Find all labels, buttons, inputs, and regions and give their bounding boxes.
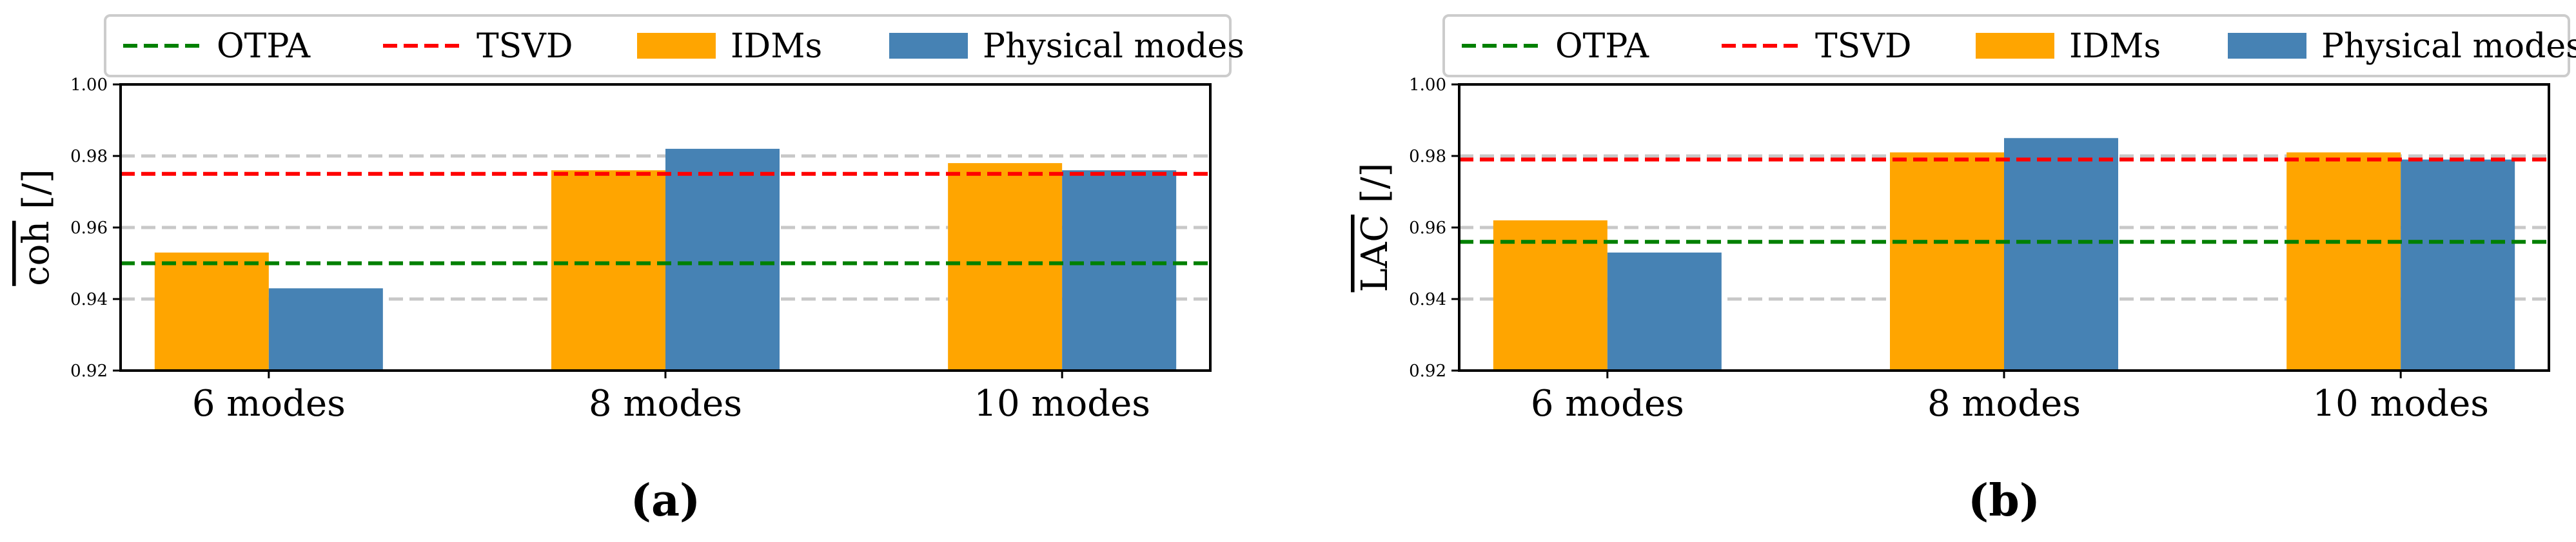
legend: OTPA TSVD IDMs Physical modes [104, 14, 1244, 77]
x-tick-label: 6 modes [192, 383, 346, 425]
bar-physical-2 [665, 148, 780, 371]
y-tick-label: 0.94 [1409, 290, 1446, 309]
panel-label: (b) [1968, 475, 2040, 527]
legend-handle-physical-modes [2228, 33, 2306, 59]
x-tick-label: 8 modes [1927, 383, 2081, 425]
legend-label-otpa: OTPA [1555, 27, 1650, 66]
x-tick-label: 6 modes [1531, 383, 1684, 425]
x-tick-label: 10 modes [2312, 383, 2489, 425]
y-tick-label: 0.96 [70, 218, 108, 238]
bar-physical-1 [268, 288, 383, 371]
bar-idms-3 [948, 163, 1063, 371]
y-tick-label: 0.94 [70, 290, 108, 309]
legend-handle-idms [637, 33, 716, 59]
panel-label: (a) [631, 475, 700, 527]
legend-label-otpa: OTPA [217, 27, 311, 66]
legend-label-physical-modes: Physical modes [983, 27, 1244, 66]
y-axis-label-name: LAC [1354, 215, 1396, 292]
legend-label-physical-modes: Physical modes [2321, 27, 2576, 66]
bar-idms-2 [1890, 152, 2004, 371]
y-tick-label: 0.98 [1409, 147, 1446, 166]
chart-panel-1: 6 modes 8 modes 10 modes 0.92 0.94 0.96 0.98 1.… [15, 14, 1244, 527]
y-tick-label: 0.96 [1409, 218, 1446, 238]
bar-physical-3 [1062, 170, 1177, 371]
y-tick-label: 0.92 [70, 362, 108, 381]
legend-label-idms: IDMs [2069, 27, 2161, 66]
bar-idms-1 [154, 252, 269, 371]
legend: OTPA TSVD IDMs Physical modes [1442, 14, 2576, 77]
bar-physical-3 [2401, 159, 2515, 371]
y-tick-label: 1.00 [1409, 75, 1446, 95]
chart-panel-2: 6 modes 8 modes 10 modes 0.92 0.94 0.96 0.98 1.… [1354, 14, 2576, 527]
bar-physical-2 [2004, 138, 2118, 371]
x-tick-label: 10 modes [974, 383, 1150, 425]
y-tick-label: 0.98 [70, 147, 108, 166]
bar-idms-1 [1493, 220, 1608, 371]
bar-idms-3 [2286, 152, 2401, 371]
legend-label-tsvd: TSVD [1815, 27, 1912, 66]
y-axis-label-unit: [/] [15, 169, 57, 220]
y-tick-label: 1.00 [70, 75, 108, 95]
legend-handle-idms [1976, 33, 2054, 59]
y-axis-label-unit: [/] [1354, 163, 1396, 215]
y-axis-label: LAC [/] [1354, 163, 1396, 293]
bar-physical-1 [1607, 252, 1722, 371]
y-axis-label-name: coh [15, 221, 57, 286]
bar-idms-2 [551, 170, 665, 371]
y-axis-label: coh [/] [15, 169, 57, 286]
x-tick-label: 8 modes [589, 383, 742, 425]
legend-label-idms: IDMs [731, 27, 822, 66]
legend-handle-physical-modes [889, 33, 968, 59]
y-tick-label: 0.92 [1409, 362, 1446, 381]
legend-label-tsvd: TSVD [477, 27, 573, 66]
